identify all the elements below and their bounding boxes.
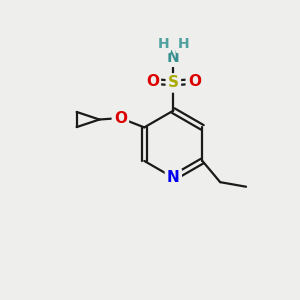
Text: O: O [114,111,127,126]
Text: O: O [146,74,159,89]
Text: N: N [167,170,180,185]
Text: S: S [168,75,179,90]
Text: O: O [188,74,201,89]
Text: N: N [167,50,180,65]
Text: H: H [178,37,189,51]
Text: H: H [157,37,169,51]
